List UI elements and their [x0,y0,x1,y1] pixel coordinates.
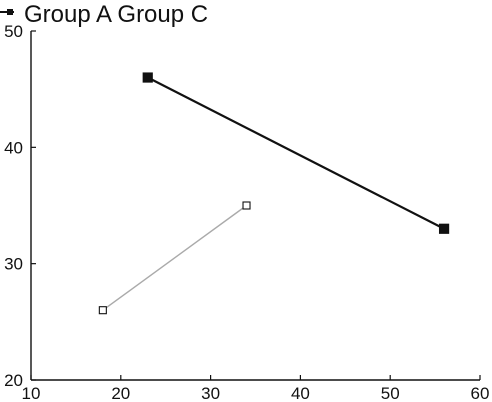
x-tick-label: 30 [201,384,220,402]
y-tick-label: 30 [4,255,23,274]
x-tick-label: 40 [291,384,310,402]
legend: Group A Group C [0,1,208,28]
series-point-group-a-1 [438,223,450,234]
axes [30,31,480,381]
x-tick-label: 60 [471,384,490,402]
series-point-group-c-1 [242,201,251,210]
legend-square-marker [7,9,13,15]
y-tick-label: 40 [4,138,23,157]
series-point-group-a-0 [142,72,153,83]
legend-label: Group A Group C [24,1,208,28]
y-tick-label: 20 [4,371,23,390]
y-ticks: 20 30 40 50 [4,22,36,390]
y-tick-label: 50 [4,22,23,41]
x-tick-label: 20 [111,384,130,402]
series-line-group-a [147,76,445,230]
x-tick-label: 50 [381,384,400,402]
series-layer [98,72,450,315]
series-point-group-c-0 [98,306,107,315]
x-ticks: 10 20 30 40 50 60 [22,375,490,402]
x-tick-label: 10 [22,384,41,402]
series-line-group-c [102,204,247,311]
